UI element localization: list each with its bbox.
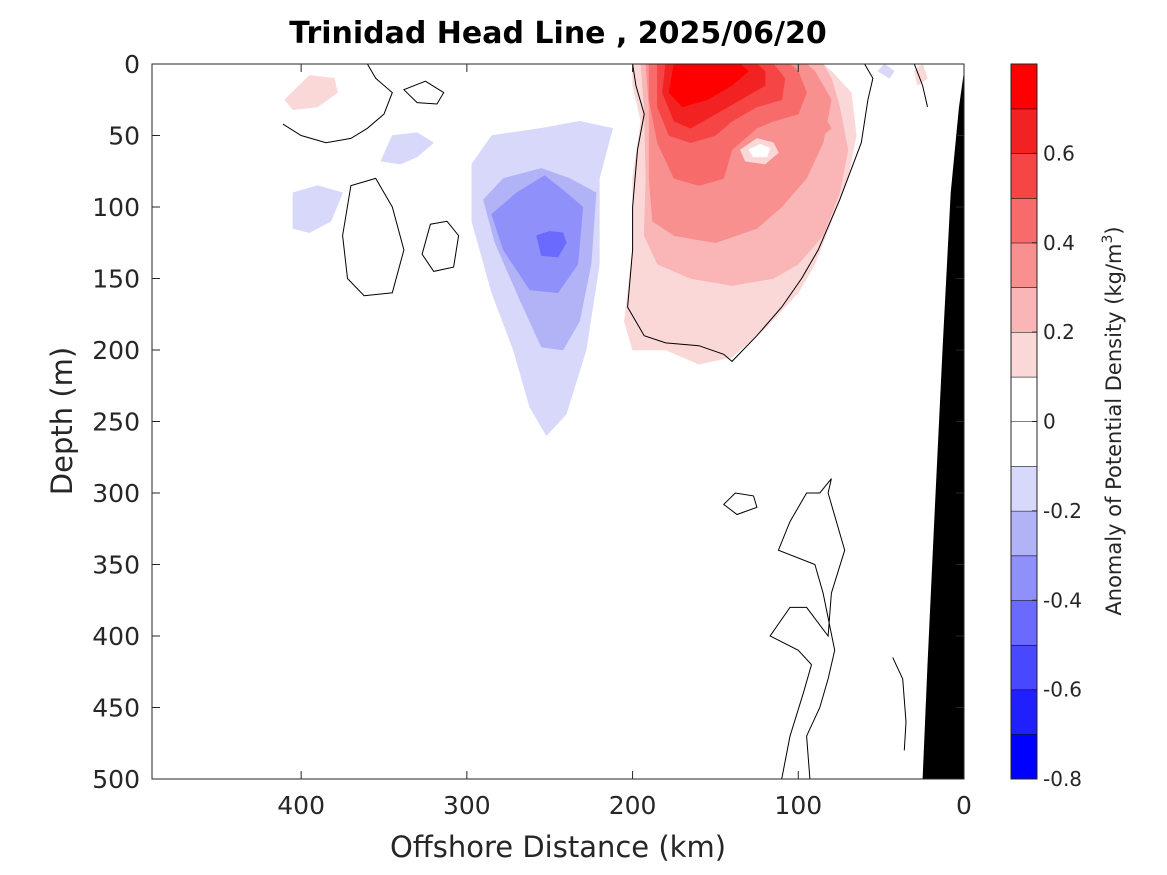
x-tick-label: 0 [956,791,972,820]
anomaly-region-neg-l5 [536,231,567,258]
colorbar-label-close: ) [1102,226,1126,234]
colorbar-segment [1011,198,1037,243]
colorbar-label-main: Anomaly of Potential Density (kg/m [1102,244,1126,616]
anomaly-region-pos-west-spot [284,75,338,111]
colorbar-label: Anomaly of Potential Density (kg/m3) [1100,226,1126,615]
colorbar-segment [1011,108,1037,154]
bathymetry-layer [922,71,964,779]
colorbar-segment [1011,644,1037,690]
x-tick-label: 200 [609,791,657,820]
x-tick-label: 100 [774,791,822,820]
anomaly-region-neg-top-center [582,64,637,115]
y-tick-label: 500 [92,765,140,794]
zero-contour-pos [627,64,874,363]
colorbar-segment [1011,466,1037,511]
plot-area [152,64,964,779]
colorbar-tick-label: -0.4 [1043,588,1082,612]
y-tick-label: 200 [92,336,140,365]
colorbar-segment [1011,376,1037,422]
colorbar: -0.8 -0.6 -0.4 -0.2 0 0.2 0.4 0.6 [1010,63,1082,791]
colorbar-segment [1011,64,1037,109]
y-tick-label: 150 [92,265,140,294]
anomaly-region-neg-west-top2 [380,132,435,165]
bathymetry-fill [922,71,964,779]
y-tick-label: 250 [92,408,140,437]
zero-contour-east2 [769,478,846,779]
colorbar-segment [1011,689,1037,735]
anomaly-region-neg-west2 [292,185,343,233]
y-tick-label: 50 [108,122,140,151]
colorbar-segment [1011,242,1037,288]
y-tick-label: 400 [92,622,140,651]
page-title: Trinidad Head Line , 2025/06/20 [289,16,827,51]
colorbar-segment [1011,153,1037,199]
zero-contour-east-top [913,64,928,108]
y-axis: 0 50 100 150 200 250 300 350 400 450 500 [92,50,964,794]
y-tick-label: 100 [92,193,140,222]
colorbar-label-sup: 3 [1100,235,1116,244]
anomaly-region-neg-east-top2 [877,64,895,79]
anomaly-region-pos-hole-inner [748,143,771,158]
x-axis: 400 300 200 100 0 [277,64,972,820]
colorbar-tick-label: -0.8 [1043,767,1082,791]
anomaly-region-pos-east-top [914,64,928,86]
y-tick-label: 300 [92,479,140,508]
colorbar-tick-label: 0.2 [1043,320,1075,344]
anomaly-region-pos-l7 [668,64,749,108]
anomaly-region-neg-east-lower [897,221,918,258]
colorbar-segment [1011,510,1037,556]
contour-lines [282,64,928,779]
colorbar-segment [1011,600,1037,645]
y-tick-label: 350 [92,551,140,580]
x-axis-label: Offshore Distance (km) [390,830,726,864]
anomaly-region-pos-east-spot [806,113,832,136]
colorbar-segment [1011,332,1037,377]
colorbar-segment [1011,734,1037,779]
y-axis-label: Depth (m) [45,347,79,495]
y-tick-label: 450 [92,694,140,723]
colorbar-tick-label: 0.4 [1043,231,1075,255]
x-tick-label: 400 [277,791,325,820]
y-tick-label: 0 [124,50,140,79]
zero-contour-east3 [892,657,907,751]
colorbar-tick-label: -0.6 [1043,678,1082,702]
colorbar-tick-label: 0 [1043,410,1056,434]
colorbar-tick-label: 0.6 [1043,141,1075,165]
zero-contour-west-loop2 [421,220,460,272]
colorbar-segment [1011,421,1037,467]
zero-contour-west-top [282,64,393,144]
anomaly-region-neg-east-mid [897,113,932,186]
colorbar-segment [1011,287,1037,333]
x-tick-label: 300 [443,791,491,820]
zero-contour-east1 [722,492,758,516]
zero-contour-west-loop1 [342,177,405,297]
anomaly-region-neg-l4 [491,175,584,294]
zero-contour-small [402,80,445,105]
colorbar-tick-label: -0.2 [1043,499,1082,523]
colorbar-segment [1011,555,1037,601]
